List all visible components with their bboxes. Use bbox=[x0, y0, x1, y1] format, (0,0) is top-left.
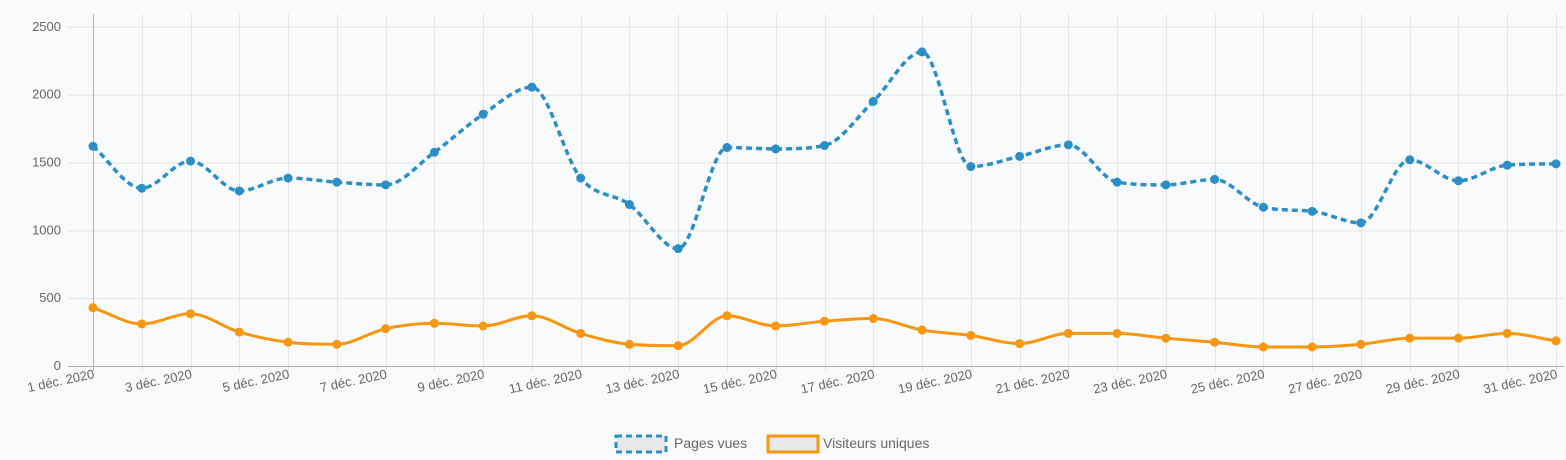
data-point-visiteurs-uniques[interactable] bbox=[478, 321, 488, 331]
data-point-visiteurs-uniques[interactable] bbox=[1258, 342, 1268, 352]
data-point-visiteurs-uniques[interactable] bbox=[624, 339, 634, 349]
data-point-pages-vues[interactable] bbox=[722, 143, 732, 153]
data-point-visiteurs-uniques[interactable] bbox=[868, 314, 878, 324]
x-tick-label: 13 déc. 2020 bbox=[604, 366, 681, 396]
series-line-pages-vues bbox=[91, 50, 1557, 251]
x-tick-label: 29 déc. 2020 bbox=[1384, 366, 1461, 396]
data-point-visiteurs-uniques[interactable] bbox=[1551, 336, 1561, 346]
data-point-visiteurs-uniques[interactable] bbox=[137, 319, 147, 329]
data-point-visiteurs-uniques[interactable] bbox=[186, 309, 196, 319]
data-point-visiteurs-uniques[interactable] bbox=[966, 330, 976, 340]
legend: Pages vues Visiteurs uniques bbox=[614, 434, 929, 454]
data-point-pages-vues[interactable] bbox=[868, 96, 878, 106]
data-point-pages-vues[interactable] bbox=[1551, 159, 1561, 169]
y-tick-label: 1500 bbox=[32, 154, 61, 169]
y-axis-ticks: 0 500 1000 1500 2000 2500 bbox=[32, 19, 61, 373]
data-point-visiteurs-uniques[interactable] bbox=[1405, 333, 1415, 343]
data-point-visiteurs-uniques[interactable] bbox=[381, 324, 391, 334]
x-tick-label: 19 déc. 2020 bbox=[897, 366, 974, 396]
x-tick-label: 25 déc. 2020 bbox=[1189, 366, 1266, 396]
legend-label[interactable]: Visiteurs uniques bbox=[823, 435, 929, 451]
x-tick-label: 3 déc. 2020 bbox=[124, 366, 194, 395]
x-axis-ticks: 1 déc. 2020 3 déc. 2020 5 déc. 2020 7 déc. … bbox=[26, 366, 1559, 396]
grid bbox=[68, 14, 1564, 371]
data-point-visiteurs-uniques[interactable] bbox=[1210, 337, 1220, 347]
data-point-pages-vues[interactable] bbox=[1015, 151, 1025, 161]
x-tick-label: 9 déc. 2020 bbox=[416, 366, 486, 395]
data-point-visiteurs-uniques[interactable] bbox=[1307, 342, 1317, 352]
data-point-visiteurs-uniques[interactable] bbox=[234, 327, 244, 337]
x-tick-label: 7 déc. 2020 bbox=[319, 366, 389, 395]
data-point-pages-vues[interactable] bbox=[234, 186, 244, 196]
data-point-visiteurs-uniques[interactable] bbox=[771, 321, 781, 331]
data-point-pages-vues[interactable] bbox=[332, 177, 342, 187]
data-point-pages-vues[interactable] bbox=[381, 180, 391, 190]
x-tick-label: 23 déc. 2020 bbox=[1092, 366, 1169, 396]
y-tick-label: 1000 bbox=[32, 222, 61, 237]
data-point-visiteurs-uniques[interactable] bbox=[1161, 333, 1171, 343]
data-point-visiteurs-uniques[interactable] bbox=[917, 325, 927, 335]
data-point-visiteurs-uniques[interactable] bbox=[88, 303, 98, 313]
legend-swatch[interactable] bbox=[766, 434, 820, 454]
y-tick-label: 2000 bbox=[32, 87, 61, 102]
data-point-visiteurs-uniques[interactable] bbox=[429, 318, 439, 328]
data-point-pages-vues[interactable] bbox=[1258, 202, 1268, 212]
data-point-pages-vues[interactable] bbox=[88, 141, 98, 151]
series-lines bbox=[91, 50, 1557, 349]
y-tick-label: 500 bbox=[39, 290, 61, 305]
data-point-visiteurs-uniques[interactable] bbox=[576, 328, 586, 338]
data-point-visiteurs-uniques[interactable] bbox=[1453, 333, 1463, 343]
data-point-pages-vues[interactable] bbox=[1112, 177, 1122, 187]
y-tick-label: 2500 bbox=[32, 19, 61, 34]
x-tick-label: 27 déc. 2020 bbox=[1287, 366, 1364, 396]
data-point-visiteurs-uniques[interactable] bbox=[1502, 328, 1512, 338]
legend-label[interactable]: Pages vues bbox=[674, 435, 747, 451]
data-point-pages-vues[interactable] bbox=[1356, 218, 1366, 228]
data-point-pages-vues[interactable] bbox=[137, 183, 147, 193]
x-tick-label: 11 déc. 2020 bbox=[508, 366, 584, 396]
x-tick-label: 21 déc. 2020 bbox=[994, 366, 1071, 396]
data-point-visiteurs-uniques[interactable] bbox=[1063, 328, 1073, 338]
data-point-pages-vues[interactable] bbox=[1453, 176, 1463, 186]
data-point-pages-vues[interactable] bbox=[1405, 155, 1415, 165]
data-point-visiteurs-uniques[interactable] bbox=[1112, 328, 1122, 338]
data-point-pages-vues[interactable] bbox=[673, 244, 683, 254]
data-point-pages-vues[interactable] bbox=[1210, 174, 1220, 184]
data-point-pages-vues[interactable] bbox=[1063, 140, 1073, 150]
data-point-pages-vues[interactable] bbox=[820, 141, 829, 151]
data-point-pages-vues[interactable] bbox=[624, 200, 634, 210]
data-point-visiteurs-uniques[interactable] bbox=[820, 316, 829, 326]
data-point-pages-vues[interactable] bbox=[1502, 160, 1512, 170]
data-point-pages-vues[interactable] bbox=[1161, 180, 1171, 190]
data-point-visiteurs-uniques[interactable] bbox=[283, 337, 293, 347]
x-tick-label: 5 déc. 2020 bbox=[221, 366, 291, 395]
x-tick-label: 17 déc. 2020 bbox=[799, 366, 876, 396]
series-line-visiteurs-uniques bbox=[92, 306, 1557, 349]
legend-swatch[interactable] bbox=[614, 434, 668, 454]
axes bbox=[68, 14, 1564, 371]
data-point-pages-vues[interactable] bbox=[283, 173, 293, 183]
x-tick-label: 15 déc. 2020 bbox=[702, 366, 779, 396]
data-point-visiteurs-uniques[interactable] bbox=[332, 339, 342, 349]
data-point-visiteurs-uniques[interactable] bbox=[527, 311, 537, 321]
data-point-pages-vues[interactable] bbox=[966, 162, 976, 172]
data-point-pages-vues[interactable] bbox=[478, 109, 488, 119]
data-point-pages-vues[interactable] bbox=[429, 147, 439, 157]
data-point-pages-vues[interactable] bbox=[1307, 206, 1317, 216]
y-tick-label: 0 bbox=[54, 358, 61, 373]
x-tick-label: 31 déc. 2020 bbox=[1482, 366, 1559, 396]
data-point-visiteurs-uniques[interactable] bbox=[1356, 339, 1366, 349]
data-point-pages-vues[interactable] bbox=[527, 82, 537, 92]
data-point-pages-vues[interactable] bbox=[186, 156, 196, 166]
series-points bbox=[88, 47, 1561, 352]
data-point-visiteurs-uniques[interactable] bbox=[673, 341, 683, 351]
data-point-pages-vues[interactable] bbox=[917, 47, 927, 57]
data-point-visiteurs-uniques[interactable] bbox=[722, 311, 732, 321]
data-point-pages-vues[interactable] bbox=[576, 173, 586, 183]
data-point-pages-vues[interactable] bbox=[771, 144, 781, 154]
data-point-visiteurs-uniques[interactable] bbox=[1015, 339, 1025, 349]
